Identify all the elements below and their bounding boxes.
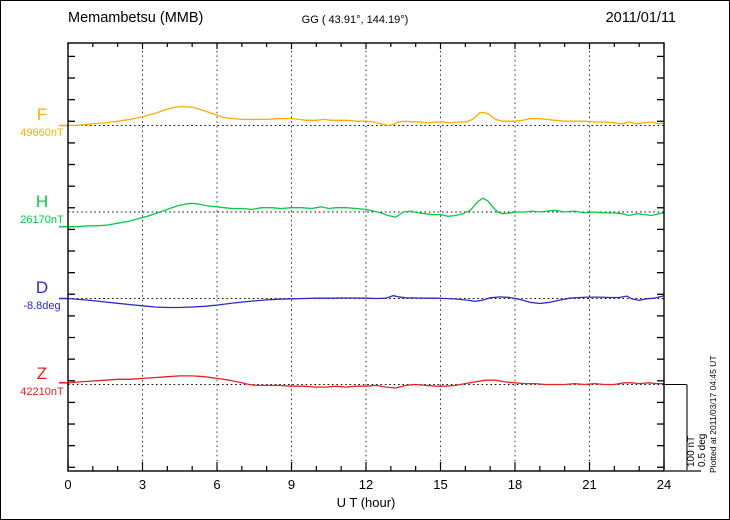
x-tick-label-0: 0 <box>64 477 72 492</box>
series-label-Z: Z 42210nT <box>9 364 75 399</box>
x-axis-tick-labels: 0 3 6 9 12 15 18 21 24 <box>1 477 729 493</box>
plotted-at-note: Plotted at 2011/03/17 04:45 UT <box>708 355 718 473</box>
component-baseline-Z: 42210nT <box>20 386 64 398</box>
component-baseline-D: -8.8deg <box>23 300 61 312</box>
x-tick-label-18: 18 <box>507 477 523 492</box>
trace-F <box>67 105 665 127</box>
component-letter-F: F <box>36 105 48 124</box>
x-tick-label-6: 6 <box>213 477 221 492</box>
series-label-H: H 26170nT <box>9 192 75 227</box>
component-baseline-F: 49660nT <box>20 127 64 139</box>
component-letter-Z: Z <box>36 364 48 383</box>
scale-bar-label-nt: 100 nT <box>686 435 697 467</box>
component-letter-H: H <box>35 192 49 211</box>
component-letter-D: D <box>35 278 49 297</box>
x-tick-label-3: 3 <box>138 477 147 492</box>
station-name: Memambetsu (MMB) <box>68 10 204 26</box>
trace-Z <box>67 375 665 389</box>
x-tick-label-12: 12 <box>358 477 374 492</box>
x-tick-label-24: 24 <box>656 477 672 492</box>
series-label-D: D -8.8deg <box>9 278 75 313</box>
trace-H <box>67 197 665 228</box>
series-label-F: F 49660nT <box>9 105 75 140</box>
component-baseline-H: 26170nT <box>20 214 64 226</box>
trace-D <box>67 294 665 309</box>
observation-date: 2011/01/11 <box>605 10 676 26</box>
x-axis-title: U T (hour) <box>336 495 396 510</box>
scale-bar-label-deg: 0.5 deg <box>697 433 708 467</box>
x-tick-label-21: 21 <box>582 477 597 492</box>
x-tick-label-15: 15 <box>433 477 448 492</box>
x-tick-label-9: 9 <box>287 477 296 492</box>
geographic-coordinates: GG ( 43.91°, 144.19°) <box>301 14 409 26</box>
